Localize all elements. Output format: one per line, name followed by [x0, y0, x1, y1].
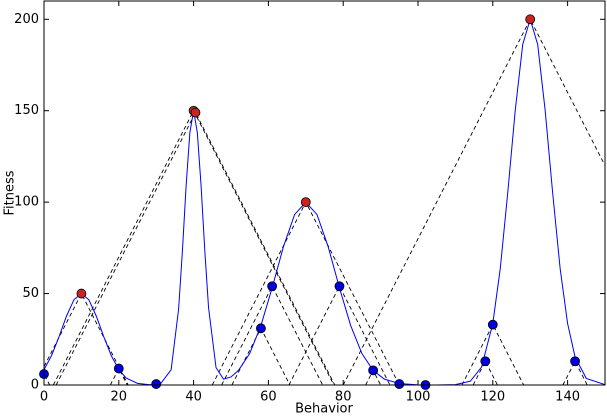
point — [487, 319, 498, 330]
x-tick-label: 100 — [406, 390, 431, 405]
y-tick-label: 100 — [14, 195, 39, 210]
cone-line — [221, 285, 324, 385]
plot-frame — [43, 0, 606, 386]
point — [256, 323, 266, 334]
x-axis-label: Behavior — [295, 402, 353, 416]
point — [525, 14, 536, 25]
x-tick-label: 80 — [335, 390, 352, 405]
x-tick-label: 40 — [185, 390, 202, 405]
x-tick-label: 120 — [480, 390, 505, 405]
cone-line — [472, 360, 498, 385]
cone-lines — [44, 18, 605, 385]
cone-line — [562, 360, 588, 385]
point — [76, 288, 87, 299]
y-tick-label: 150 — [14, 103, 39, 118]
cone-line — [288, 285, 391, 385]
point — [300, 197, 311, 208]
point — [570, 356, 580, 367]
cone-line — [461, 323, 525, 385]
points — [39, 14, 580, 390]
point — [480, 356, 491, 367]
point — [368, 365, 379, 376]
fitness-curve — [44, 17, 605, 385]
cone-line — [231, 327, 291, 385]
cone-line — [211, 201, 400, 385]
point — [334, 281, 345, 292]
y-tick-label: 0 — [31, 378, 39, 393]
x-tick-label: 0 — [40, 390, 48, 405]
y-tick-label: 50 — [22, 286, 39, 301]
cone-line — [44, 292, 129, 385]
point — [267, 281, 278, 292]
y-tick-label: 200 — [14, 12, 39, 27]
point — [394, 379, 405, 389]
y-axis-label: Fitness — [3, 170, 18, 215]
cone-line — [109, 367, 128, 385]
cone-line — [342, 18, 605, 385]
curves — [44, 17, 605, 385]
point — [113, 363, 124, 374]
x-tick-label: 20 — [111, 390, 128, 405]
point — [190, 107, 201, 118]
point — [151, 379, 162, 389]
cone-line — [52, 109, 335, 385]
cone-line — [55, 111, 336, 385]
x-tick-label: 60 — [260, 390, 277, 405]
x-tick-label: 140 — [555, 390, 580, 405]
